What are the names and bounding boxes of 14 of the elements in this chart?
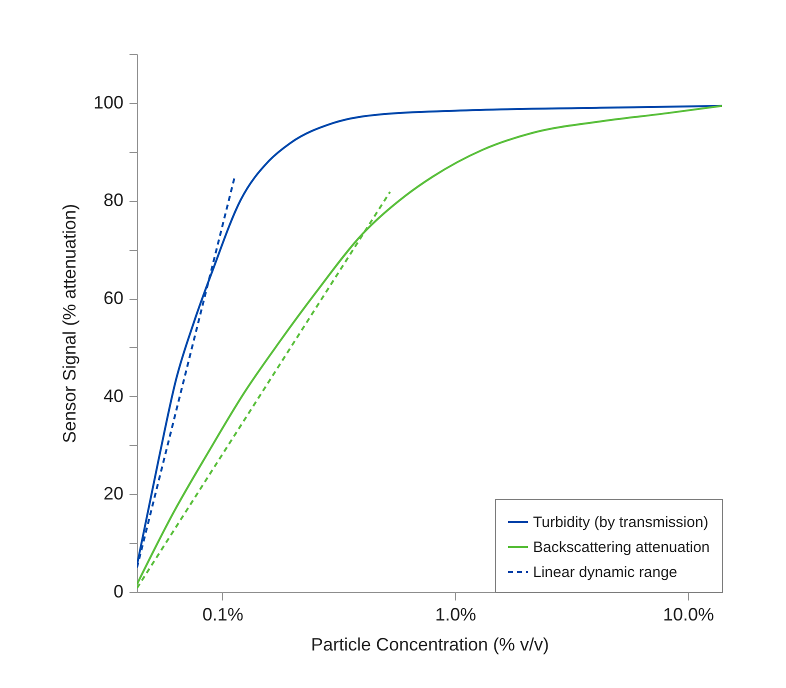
legend-label: Turbidity (by transmission) [533,514,708,531]
legend-label: Backscattering attenuation [533,539,710,556]
y-tick-label: 40 [103,386,124,406]
legend-label: Linear dynamic range [533,564,678,581]
x-tick-label: 1.0% [435,604,476,624]
y-tick-label: 20 [103,484,124,504]
x-tick-label: 10.0% [662,604,714,624]
y-tick-label: 0 [113,582,124,602]
y-tick-label: 80 [103,190,124,210]
y-axis-title: Sensor Signal (% attenuation) [59,204,80,444]
x-tick-label: 0.1% [202,604,244,624]
y-tick-label: 100 [93,92,124,112]
y-tick-label: 60 [103,288,124,308]
x-axis-title: Particle Concentration (% v/v) [310,634,550,654]
